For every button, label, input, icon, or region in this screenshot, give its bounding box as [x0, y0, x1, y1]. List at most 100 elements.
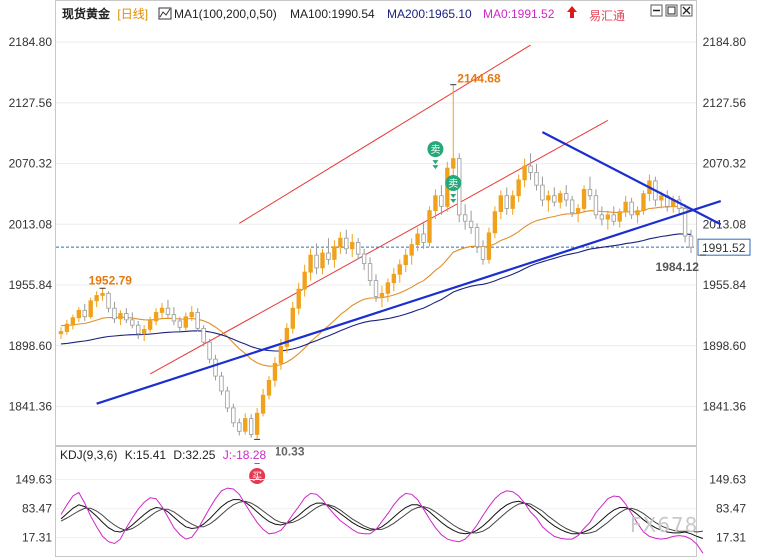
candle — [284, 323, 290, 353]
y-tick-label-left: 1955.84 — [9, 278, 53, 292]
candle — [290, 301, 295, 334]
sell-signal-marker[interactable]: 卖 — [427, 141, 444, 170]
candle — [451, 84, 456, 180]
candle — [403, 248, 408, 273]
candle — [498, 190, 504, 220]
y-tick-label-left: 2070.32 — [9, 157, 53, 171]
kdj-tick-left: 83.47 — [22, 502, 52, 516]
y-tick-label-right: 1841.36 — [703, 399, 747, 413]
channel-upper — [239, 44, 531, 224]
channel-lines — [149, 44, 609, 375]
y-tick-label-left: 2127.56 — [9, 96, 53, 110]
candle — [260, 388, 266, 417]
main-y-ticks: 1841.36 1841.36 1898.60 1898.60 1955.84 1955.… — [9, 35, 747, 413]
kdj-header-background — [56, 447, 276, 463]
annotation-label: 2144.68 — [457, 72, 501, 86]
candle — [225, 386, 230, 413]
kdj-k-label: K:15.41 — [125, 448, 167, 462]
candle — [510, 190, 515, 215]
watermark: FX678 — [630, 513, 698, 537]
candle — [82, 303, 87, 321]
kdj-tick-right: 83.47 — [716, 502, 746, 516]
brand-label: 易汇通 — [589, 9, 625, 23]
up-arrow-icon[interactable] — [567, 6, 577, 18]
candle — [266, 376, 272, 400]
candle — [100, 288, 105, 301]
candle — [201, 325, 206, 347]
header-background — [56, 2, 696, 24]
candle — [534, 163, 539, 191]
candle — [153, 308, 159, 326]
signal-markers: 卖卖买 — [249, 141, 462, 484]
candle — [308, 248, 313, 281]
candle — [64, 319, 70, 335]
candle — [379, 285, 385, 308]
annotation-label: 1984.12 — [656, 260, 700, 274]
candle — [136, 320, 141, 339]
candle — [332, 240, 337, 268]
candle — [361, 248, 367, 271]
kdj-d-line — [60, 500, 703, 535]
candle — [302, 264, 307, 297]
candle — [516, 174, 521, 203]
candle — [415, 227, 420, 251]
candle — [213, 354, 218, 381]
candle — [617, 208, 622, 228]
ma200-label: MA200:1965.10 — [387, 7, 472, 21]
candle — [682, 204, 688, 243]
y-tick-label-right: 1955.84 — [703, 278, 747, 292]
svg-text:KDJ(9,3,6) K:15.41 D:3: KDJ(9,3,6) K:15.41 D:32.25 J:-18.28 — [60, 448, 266, 462]
rising-support — [96, 200, 722, 405]
candle — [641, 190, 646, 215]
candle — [569, 195, 575, 217]
y-tick-label-left: 1898.60 — [9, 339, 53, 353]
candle — [219, 371, 224, 396]
candle — [58, 327, 64, 339]
svg-text:卖: 卖 — [448, 178, 458, 190]
period-label: [日线] — [117, 7, 148, 21]
minimize-icon[interactable] — [650, 4, 663, 17]
chart-type-icon[interactable] — [158, 7, 172, 20]
candle — [118, 310, 123, 326]
candle — [237, 418, 242, 436]
annotation-label: 1952.79 — [89, 273, 133, 287]
maximize-icon[interactable] — [665, 4, 678, 17]
candle — [147, 316, 153, 333]
ma100-label: MA100:1990.54 — [290, 7, 375, 21]
ma200-line — [60, 233, 692, 352]
instrument-label: 现货黄金 — [62, 6, 111, 21]
current-price-tag — [697, 238, 751, 256]
candle — [314, 243, 319, 275]
candle — [492, 206, 498, 239]
close-icon[interactable] — [680, 4, 693, 17]
current-price-label: 1991.52 — [702, 241, 746, 255]
candle — [564, 185, 569, 207]
y-tick-label-left: 2013.08 — [9, 217, 53, 231]
trendlines — [96, 131, 722, 405]
chart-type-icon-line — [159, 8, 171, 18]
candle — [611, 206, 616, 226]
y-tick-label-right: 1898.60 — [703, 339, 747, 353]
candle — [676, 195, 682, 215]
candle — [480, 240, 486, 265]
upper-falling — [541, 131, 722, 226]
candle — [142, 325, 147, 342]
candle — [504, 187, 509, 215]
sell-signal-marker[interactable]: 卖 — [445, 175, 462, 204]
candle — [207, 338, 212, 364]
candle — [112, 301, 117, 324]
svg-text:现货黄金 [日线]: 现货黄金 [日线] — [62, 6, 148, 21]
candle — [320, 248, 325, 275]
candle — [558, 190, 563, 209]
candle — [665, 190, 670, 212]
candle — [189, 306, 194, 321]
candle — [106, 291, 111, 313]
y-tick-label-right: 2127.56 — [703, 96, 747, 110]
candle — [350, 233, 355, 258]
kdj-panel-frame — [55, 446, 697, 557]
candle — [231, 403, 236, 428]
candle — [439, 185, 444, 215]
candles — [58, 84, 694, 440]
candle — [130, 312, 135, 329]
